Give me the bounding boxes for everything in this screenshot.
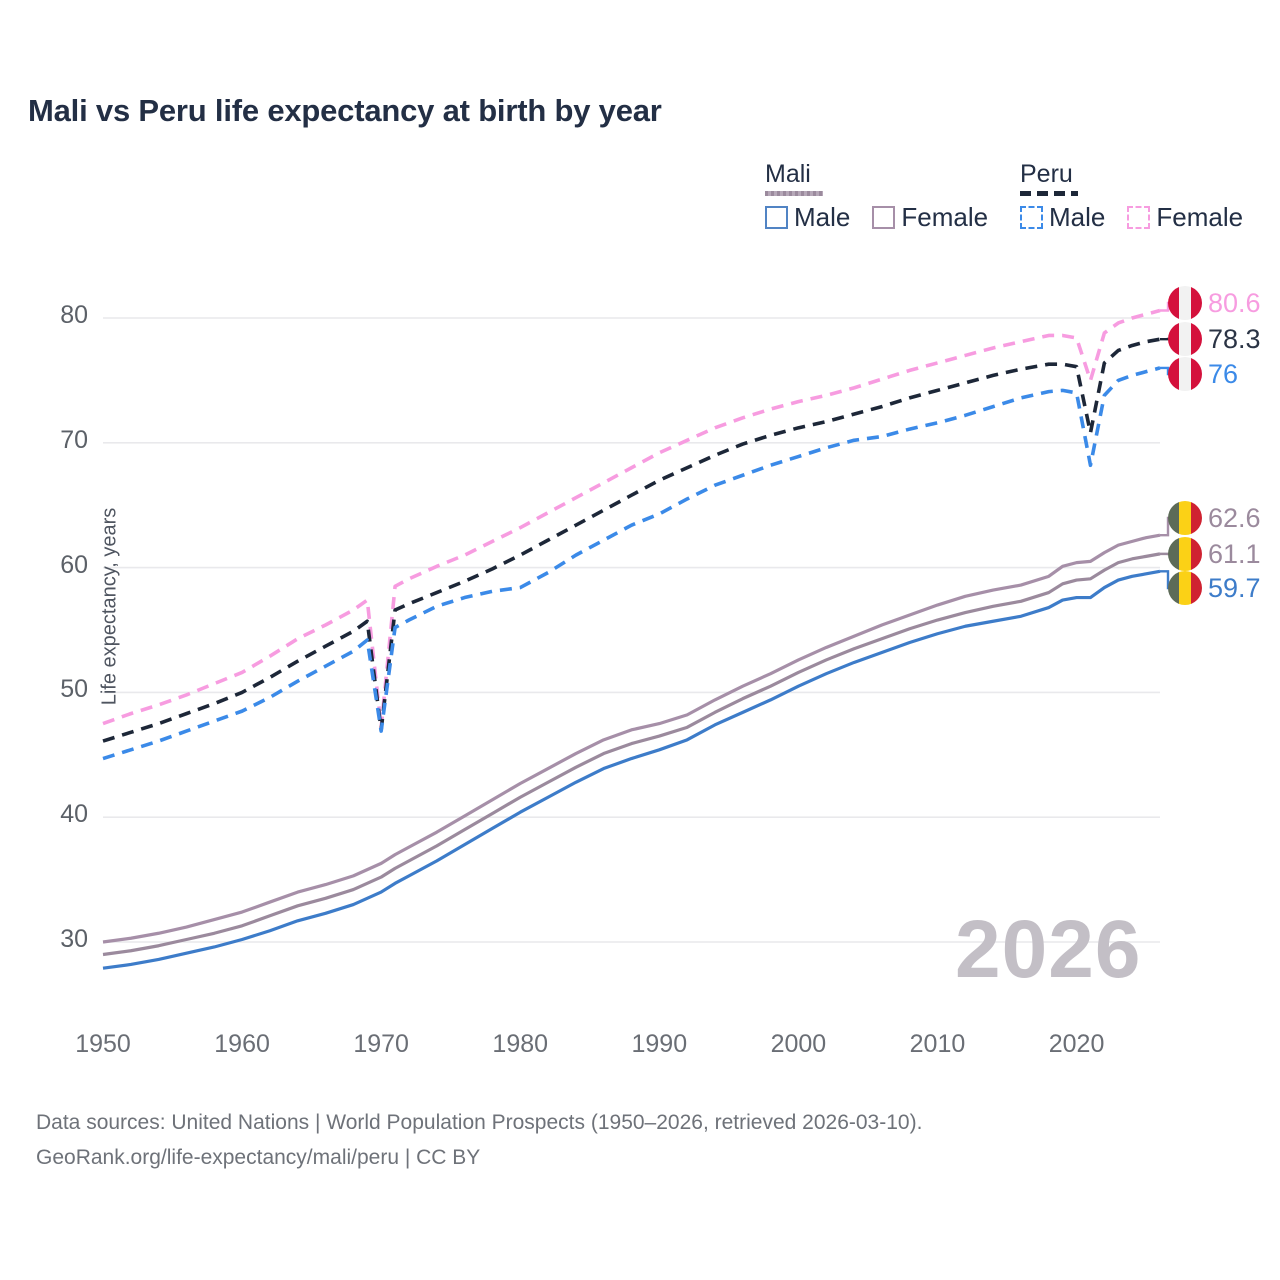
legend-country-peru: Peru [1020,160,1073,188]
end-label-value: 78.3 [1208,323,1261,354]
legend-label-peru-female: Female [1156,202,1244,232]
legend-swatch-icon-mali-male [765,206,788,229]
mali-flag-icon [1168,571,1202,605]
y-axis-tick-label: 60 [60,550,88,579]
legend-swatch-icon-mali-female [872,206,896,229]
end-label-mali: 62.6 [1168,501,1261,535]
end-label-value: 76 [1208,358,1239,389]
legend-item-mali-female[interactable]: Female [872,202,988,233]
y-axis-title: Life expectancy, years [98,507,121,706]
end-label-value: 62.6 [1208,502,1261,533]
x-axis-tick-label: 1960 [214,1030,270,1058]
mali-flag-icon [1168,537,1202,571]
legend-item-peru-male[interactable]: Male [1020,202,1105,233]
legend-label-mali-female: Female [901,202,989,232]
legend-items-peru: Male Female [1020,202,1265,233]
y-axis-tick-label: 50 [60,675,88,704]
y-axis-tick-label: 70 [60,425,88,454]
series-line-mali-total [102,552,1161,957]
legend-label-peru-male: Male [1049,202,1106,232]
series-line-peru-total [102,337,1161,743]
y-axis-tick-label: 40 [60,800,88,829]
peru-flag-icon [1168,322,1202,356]
footer-line-1: Data sources: United Nations | World Pop… [36,1111,923,1134]
line-chart-svg [102,301,1170,970]
end-label-peru: 78.3 [1168,322,1261,356]
page-title: Mali vs Peru life expectancy at birth by… [28,93,662,128]
x-axis-tick-label: 2000 [770,1030,827,1058]
footer-line-2: GeoRank.org/life-expectancy/mali/peru | … [36,1146,481,1169]
y-axis-tick-label: 80 [60,301,88,329]
series-line-peru-male [102,366,1161,761]
end-label-mali: 61.1 [1168,537,1261,571]
series-line-mali-male [102,569,1161,970]
peru-flag-icon [1168,286,1202,320]
y-axis-tick-label: 30 [60,925,88,953]
x-axis-tick-label: 1990 [631,1030,688,1058]
end-label-value: 59.7 [1208,572,1261,603]
year-watermark: 2026 [955,904,1142,995]
peru-flag-icon [1168,357,1202,391]
legend-country-rule-mali [765,191,823,196]
legend-group-mali: Mali [765,160,823,196]
legend-item-peru-female[interactable]: Female [1127,202,1243,233]
legend-country-mali: Mali [765,160,811,188]
end-label-value: 61.1 [1208,538,1261,569]
mali-flag-icon [1168,501,1202,535]
series-line-mali-female [102,533,1161,944]
x-axis-tick-label: 1950 [75,1030,131,1058]
plot-area: Life expectancy, years 30 40 50 60 70 80 1950… [60,286,1261,1058]
footer-sources: Data sources: United Nations | World Pop… [36,1105,922,1175]
end-label-peru: 80.6 [1168,286,1261,320]
end-label-peru: 76 [1168,357,1238,391]
x-axis-tick-label: 2020 [1048,1030,1105,1058]
legend-group-peru: Peru [1020,160,1078,196]
legend-swatch-icon-peru-male [1020,206,1043,229]
legend-label-mali-male: Male [794,202,851,232]
legend-items-mali: Male Female [765,202,1010,233]
legend-item-mali-male[interactable]: Male [765,202,850,233]
x-axis-tick-label: 2010 [909,1030,966,1058]
legend-swatch-icon-peru-female [1127,206,1151,229]
series-line-peru-female [102,308,1161,730]
chart-legend: Mali Peru Male Female Male Fema [755,160,1255,242]
legend-country-rule-peru [1020,191,1078,196]
x-axis-tick-label: 1970 [353,1030,409,1058]
end-label-mali: 59.7 [1168,571,1261,605]
x-axis-tick-label: 1980 [492,1030,549,1058]
end-label-value: 80.6 [1208,287,1261,318]
